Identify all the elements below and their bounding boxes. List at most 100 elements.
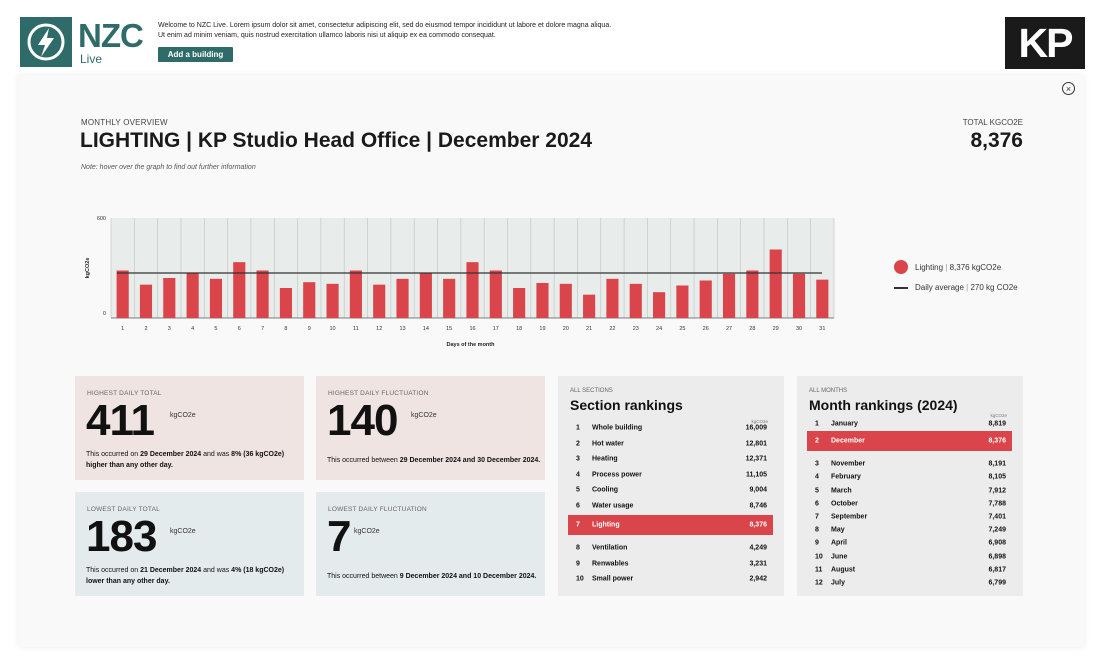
ranking-row[interactable]: 9 Renwables 3,231 bbox=[568, 556, 773, 572]
ranking-row[interactable]: 7 Lighting 8,376 bbox=[568, 515, 773, 535]
bar-day-6 bbox=[233, 262, 246, 318]
x-tick-label: 10 bbox=[330, 326, 336, 332]
x-tick-label: 19 bbox=[539, 326, 545, 332]
ranking-row[interactable]: 6 October 7,788 bbox=[807, 496, 1012, 512]
rank-label: Lighting bbox=[592, 521, 620, 529]
card-label: HIGHEST DAILY FLUCTUATION bbox=[328, 390, 429, 397]
rank-number: 5 bbox=[815, 487, 819, 495]
ranking-row[interactable]: 6 Water usage 8,746 bbox=[568, 498, 773, 514]
card-label: HIGHEST DAILY TOTAL bbox=[87, 390, 162, 397]
rank-label: January bbox=[831, 420, 858, 428]
x-tick-label: 23 bbox=[633, 326, 639, 332]
lightning-icon bbox=[20, 17, 72, 67]
bar-day-27 bbox=[722, 273, 736, 318]
rank-value: 7,249 bbox=[988, 526, 1006, 534]
ranking-row[interactable]: 8 Ventilation 4,249 bbox=[568, 540, 773, 556]
rankings-title: Section rankings bbox=[570, 397, 683, 413]
rank-value: 8,105 bbox=[988, 473, 1006, 481]
rank-label: Small power bbox=[592, 575, 634, 583]
ranking-row[interactable]: 4 February 8,105 bbox=[807, 469, 1012, 485]
bar-day-23 bbox=[629, 283, 642, 318]
ranking-row[interactable]: 5 March 7,912 bbox=[807, 483, 1012, 499]
bar-day-10 bbox=[326, 283, 339, 318]
bar-day-13 bbox=[396, 278, 409, 318]
rank-number: 5 bbox=[576, 486, 580, 494]
legend-average[interactable]: Daily average | 270 kg CO2e bbox=[915, 283, 1018, 292]
ranking-row[interactable]: 8 May 7,249 bbox=[807, 522, 1012, 538]
ranking-row[interactable]: 2 December 8,376 bbox=[807, 431, 1012, 452]
legend-lighting-label: Lighting bbox=[915, 263, 944, 272]
bar-day-25 bbox=[676, 285, 689, 318]
daily-emissions-chart[interactable]: 1 2 3 4 5 6 7 8 9 10 11 12 13 14 15 16 17 18 19 20 21 22 23 24 2… bbox=[80, 210, 860, 360]
bar-day-3 bbox=[163, 278, 176, 318]
nzc-live-logo[interactable]: NZC Live bbox=[20, 17, 144, 67]
rank-value: 9,004 bbox=[749, 486, 767, 494]
bar-day-28 bbox=[746, 270, 759, 318]
ranking-row[interactable]: 3 Heating 12,371 bbox=[568, 451, 773, 467]
x-tick-label: 24 bbox=[656, 326, 662, 332]
rank-value: 2,942 bbox=[749, 575, 767, 583]
ranking-row[interactable]: 1 Whole building 16,009 bbox=[568, 420, 773, 436]
ranking-row[interactable]: 10 Small power 2,942 bbox=[568, 571, 773, 587]
bar-day-11 bbox=[349, 270, 362, 318]
card-value: 7 bbox=[327, 512, 352, 561]
x-tick-label: 9 bbox=[308, 326, 311, 332]
rank-value: 8,376 bbox=[749, 521, 767, 529]
rank-label: December bbox=[831, 437, 865, 445]
rankings-overline: ALL MONTHS bbox=[809, 388, 848, 394]
rank-value: 8,819 bbox=[988, 420, 1006, 428]
rank-number: 12 bbox=[815, 579, 823, 587]
rank-number: 8 bbox=[576, 544, 580, 552]
bar-day-14 bbox=[419, 273, 432, 318]
x-tick-label: 11 bbox=[353, 326, 359, 332]
rank-number: 11 bbox=[815, 566, 823, 574]
rank-label: June bbox=[831, 553, 848, 561]
ranking-row[interactable]: 2 Hot water 12,801 bbox=[568, 436, 773, 452]
x-tick-label: 25 bbox=[679, 326, 685, 332]
legend-average-value: 270 kg CO2e bbox=[970, 283, 1018, 292]
ranking-row[interactable]: 9 April 6,908 bbox=[807, 535, 1012, 551]
bar-day-1 bbox=[116, 270, 129, 318]
ranking-row[interactable]: 5 Cooling 9,004 bbox=[568, 482, 773, 498]
rank-number: 9 bbox=[815, 539, 819, 547]
bar-day-17 bbox=[489, 270, 502, 318]
card-unit: kgCO2e bbox=[170, 528, 196, 535]
ranking-row[interactable]: 4 Process power 11,105 bbox=[568, 467, 773, 483]
card-description: This occurred on 21 December 2024 and wa… bbox=[86, 567, 285, 585]
rank-value: 6,799 bbox=[988, 579, 1006, 587]
ranking-row[interactable]: 3 November 8,191 bbox=[807, 456, 1012, 472]
ranking-row[interactable]: 7 September 7,401 bbox=[807, 509, 1012, 525]
rank-value: 8,746 bbox=[749, 502, 767, 509]
highest-daily-fluctuation-card: HIGHEST DAILY FLUCTUATION 140 kgCO2e Thi… bbox=[316, 376, 545, 480]
legend-average-label: Daily average bbox=[915, 283, 964, 292]
close-icon[interactable]: × bbox=[1062, 82, 1075, 95]
x-tick-label: 4 bbox=[191, 326, 194, 332]
rank-value: 6,908 bbox=[988, 539, 1006, 547]
rank-label: Renwables bbox=[592, 560, 629, 567]
x-tick-label: 30 bbox=[796, 326, 802, 332]
rank-number: 7 bbox=[815, 513, 819, 521]
rank-number: 3 bbox=[576, 455, 580, 463]
card-value: 140 bbox=[327, 396, 398, 445]
legend-lighting[interactable]: Lighting | 8,376 kgCO2e bbox=[915, 263, 1002, 272]
x-tick-label: 21 bbox=[586, 326, 592, 332]
ranking-row[interactable]: 10 June 6,898 bbox=[807, 549, 1012, 565]
rank-value: 12,801 bbox=[745, 440, 767, 447]
bar-day-29 bbox=[769, 249, 782, 318]
rank-value: 8,376 bbox=[988, 437, 1006, 445]
rankings-overline: ALL SECTIONS bbox=[570, 388, 613, 394]
rank-number: 8 bbox=[815, 526, 819, 534]
logo-subtext: Live bbox=[80, 52, 103, 66]
ranking-row[interactable]: 1 January 8,819 bbox=[807, 416, 1012, 432]
bar-day-20 bbox=[559, 283, 572, 318]
section-rankings-card: ALL SECTIONS Section rankings kgCO2e 1 Wh… bbox=[558, 376, 784, 596]
legend-lighting-swatch bbox=[894, 260, 908, 274]
rank-value: 7,788 bbox=[988, 500, 1006, 508]
rank-number: 1 bbox=[576, 424, 580, 432]
lowest-daily-total-card: LOWEST DAILY TOTAL 183 kgCO2e This occur… bbox=[75, 492, 304, 596]
ranking-row[interactable]: 12 July 6,799 bbox=[807, 575, 1012, 591]
y-tick-label: 0 bbox=[103, 311, 106, 317]
add-building-button[interactable]: Add a building bbox=[158, 47, 233, 62]
ranking-row[interactable]: 11 August 6,817 bbox=[807, 562, 1012, 578]
card-unit: kgCO2e bbox=[354, 528, 380, 535]
